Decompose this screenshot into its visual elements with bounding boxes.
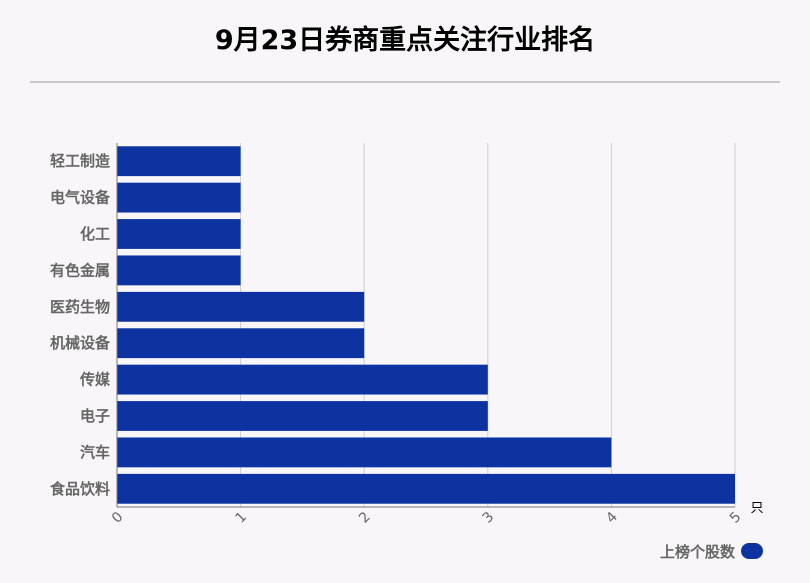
- bar: [117, 437, 612, 468]
- bar: [117, 182, 241, 213]
- legend-swatch: [741, 543, 764, 559]
- x-tick-label: 1: [232, 509, 250, 527]
- bar: [117, 401, 488, 431]
- bar: [117, 219, 241, 249]
- bar: [117, 255, 241, 286]
- legend: 上榜个股数: [660, 540, 764, 562]
- category-label: 化工: [80, 225, 110, 243]
- bar: [117, 364, 488, 395]
- category-label: 电子: [80, 407, 110, 425]
- chart-title: 9月23日券商重点关注行业排名: [214, 25, 596, 56]
- bar: [117, 473, 735, 504]
- category-label: 轻工制造: [50, 152, 110, 170]
- category-label: 传媒: [79, 371, 111, 389]
- x-tick-label: 5: [727, 509, 745, 527]
- bar: [117, 146, 241, 177]
- category-label: 有色金属: [50, 261, 110, 279]
- category-label: 汽车: [80, 443, 110, 461]
- title-divider: [30, 81, 780, 83]
- x-tick-label: 2: [356, 509, 374, 527]
- x-unit-label: 只: [750, 501, 763, 516]
- x-tick-label: 4: [603, 509, 621, 527]
- x-tick-label: 3: [480, 509, 498, 527]
- bar: [117, 291, 365, 322]
- category-label: 食品饮料: [50, 480, 110, 498]
- category-label: 电气设备: [50, 189, 111, 207]
- legend-label: 上榜个股数: [660, 542, 736, 561]
- x-tick-label: 0: [109, 509, 127, 527]
- category-label: 机械设备: [50, 334, 111, 352]
- bar: [117, 328, 365, 359]
- category-label: 医药生物: [50, 298, 110, 316]
